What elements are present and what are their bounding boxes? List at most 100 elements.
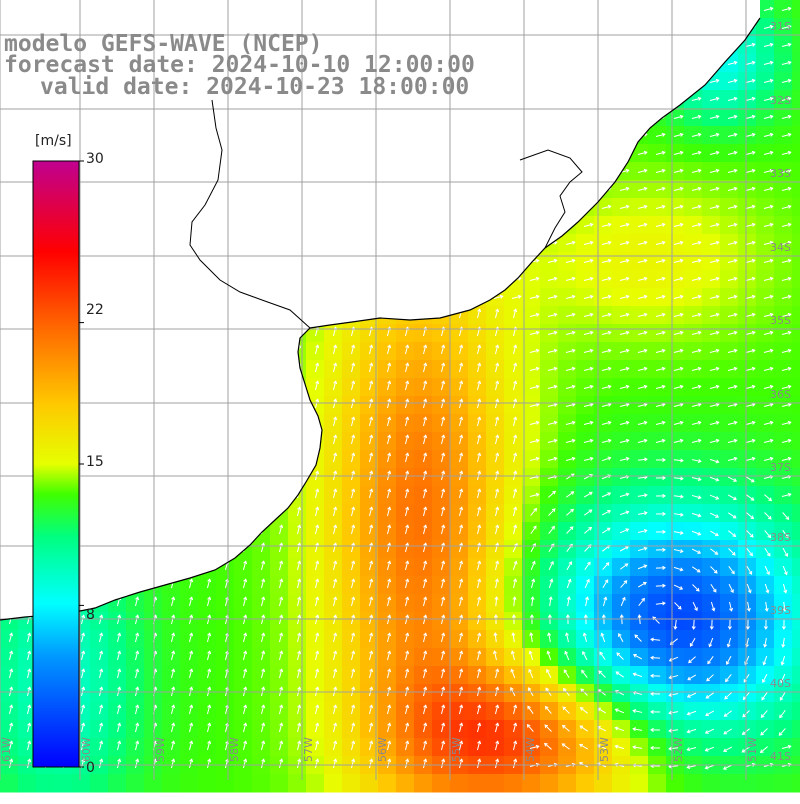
lat-label: 40S: [770, 677, 791, 690]
field-cell: [252, 558, 271, 577]
field-cell: [288, 558, 307, 577]
field-cell: [342, 468, 361, 487]
field-cell: [486, 324, 505, 343]
field-cell: [180, 630, 199, 649]
field-cell: [378, 360, 397, 379]
field-cell: [648, 720, 667, 739]
lon-label: 58W: [228, 737, 241, 762]
field-cell: [144, 684, 163, 703]
field-cell: [504, 558, 523, 577]
valid-date: valid date: 2024-10-23 18:00:00: [40, 75, 469, 99]
field-cell: [180, 594, 199, 613]
field-cell: [198, 594, 217, 613]
lon-label: 60W: [80, 737, 93, 762]
field-cell: [504, 504, 523, 523]
field-cell: [306, 594, 325, 613]
field-cell: [666, 684, 685, 703]
field-cell: [648, 738, 667, 757]
field-cell: [792, 180, 800, 199]
field-cell: [720, 666, 739, 685]
field-cell: [594, 576, 613, 595]
field-cell: [684, 702, 703, 721]
field-cell: [324, 504, 343, 523]
field-cell: [396, 450, 415, 469]
field-cell: [306, 774, 325, 793]
field-cell: [486, 738, 505, 757]
field-cell: [414, 666, 433, 685]
field-cell: [450, 486, 469, 505]
field-cell: [414, 396, 433, 415]
field-cell: [378, 450, 397, 469]
field-cell: [468, 738, 487, 757]
field-cell: [324, 684, 343, 703]
field-cell: [486, 558, 505, 577]
field-cell: [252, 684, 271, 703]
field-cell: [324, 720, 343, 739]
field-cell: [306, 648, 325, 667]
field-cell: [504, 468, 523, 487]
field-cell: [702, 666, 721, 685]
field-cell: [792, 702, 800, 721]
field-cell: [504, 594, 523, 613]
field-cell: [414, 324, 433, 343]
field-cell: [108, 738, 127, 757]
field-cell: [594, 486, 613, 505]
field-cell: [414, 684, 433, 703]
field-cell: [162, 774, 181, 793]
field-cell: [558, 540, 577, 559]
field-cell: [792, 36, 800, 55]
field-cell: [720, 720, 739, 739]
field-cell: [324, 540, 343, 559]
field-cell: [432, 540, 451, 559]
field-cell: [468, 360, 487, 379]
field-cell: [378, 666, 397, 685]
field-cell: [450, 378, 469, 397]
field-cell: [504, 576, 523, 595]
field-cell: [144, 630, 163, 649]
field-cell: [270, 702, 289, 721]
field-cell: [324, 630, 343, 649]
field-cell: [468, 342, 487, 361]
lon-label: 53W: [598, 737, 611, 762]
field-cell: [432, 576, 451, 595]
field-cell: [522, 504, 541, 523]
field-cell: [666, 666, 685, 685]
field-cell: [0, 774, 19, 793]
field-cell: [396, 630, 415, 649]
field-cell: [576, 594, 595, 613]
field-cell: [792, 594, 800, 613]
field-cell: [792, 612, 800, 631]
field-cell: [486, 522, 505, 541]
field-cell: [270, 522, 289, 541]
field-cell: [216, 702, 235, 721]
field-cell: [126, 702, 145, 721]
field-cell: [522, 594, 541, 613]
field-cell: [90, 666, 109, 685]
field-cell: [738, 684, 757, 703]
field-cell: [756, 774, 775, 793]
field-cell: [0, 702, 19, 721]
field-cell: [468, 468, 487, 487]
colorbar-tick-30: 30: [86, 151, 104, 167]
field-cell: [612, 774, 631, 793]
field-cell: [792, 90, 800, 109]
field-cell: [162, 666, 181, 685]
field-cell: [270, 612, 289, 631]
field-cell: [126, 630, 145, 649]
field-cell: [522, 576, 541, 595]
field-cell: [342, 738, 361, 757]
field-cell: [468, 378, 487, 397]
field-cell: [180, 648, 199, 667]
field-cell: [396, 684, 415, 703]
lon-label: 57W: [302, 737, 315, 762]
field-cell: [126, 738, 145, 757]
field-cell: [198, 774, 217, 793]
field-cell: [324, 450, 343, 469]
field-cell: [270, 594, 289, 613]
field-cell: [612, 522, 631, 541]
field-cell: [396, 720, 415, 739]
field-cell: [684, 648, 703, 667]
field-cell: [540, 540, 559, 559]
field-cell: [270, 738, 289, 757]
